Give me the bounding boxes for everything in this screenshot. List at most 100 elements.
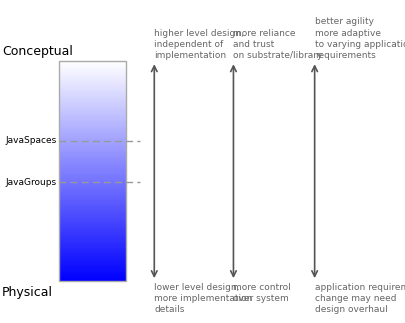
Bar <box>59 251 126 252</box>
Text: higher level design,
independent of
implementation: higher level design, independent of impl… <box>154 28 243 60</box>
Bar <box>59 210 126 211</box>
Bar <box>59 109 126 110</box>
Bar <box>59 164 126 165</box>
Bar <box>59 272 126 273</box>
Bar <box>59 257 126 258</box>
Bar <box>59 95 126 96</box>
Bar <box>59 152 126 153</box>
Bar <box>59 258 126 259</box>
Bar <box>59 113 126 114</box>
Bar <box>59 249 126 250</box>
Bar <box>59 188 126 189</box>
Bar <box>59 62 126 63</box>
Bar <box>59 135 126 136</box>
Bar <box>59 71 126 72</box>
Bar <box>59 150 126 151</box>
Bar <box>59 274 126 275</box>
Text: JavaGroups: JavaGroups <box>6 178 57 187</box>
Bar <box>59 178 126 179</box>
Bar <box>59 276 126 277</box>
Bar <box>59 123 126 124</box>
Bar <box>59 79 126 80</box>
Bar <box>59 201 126 202</box>
Text: Conceptual: Conceptual <box>2 45 73 58</box>
Bar <box>59 86 126 87</box>
Bar <box>59 233 126 234</box>
Bar <box>59 163 126 164</box>
Bar <box>59 102 126 103</box>
Bar <box>59 142 126 143</box>
Bar <box>59 237 126 238</box>
Bar <box>59 219 126 220</box>
Bar <box>59 170 126 171</box>
Bar <box>59 154 126 155</box>
Bar <box>59 76 126 77</box>
Bar <box>59 118 126 119</box>
Bar <box>59 110 126 111</box>
Bar <box>59 221 126 222</box>
Bar <box>59 215 126 216</box>
Bar <box>59 117 126 118</box>
Bar <box>59 91 126 92</box>
Bar <box>59 231 126 232</box>
Bar <box>59 242 126 243</box>
Bar <box>59 229 126 230</box>
Bar <box>59 97 126 98</box>
Bar <box>59 280 126 281</box>
Text: JavaSpaces: JavaSpaces <box>6 136 57 145</box>
Bar <box>59 80 126 81</box>
Bar <box>59 66 126 67</box>
Bar <box>59 182 126 183</box>
Bar <box>59 243 126 244</box>
Bar <box>59 277 126 278</box>
Bar <box>59 217 126 218</box>
Bar <box>59 63 126 64</box>
Bar <box>59 222 126 223</box>
Bar <box>59 162 126 163</box>
Bar <box>59 211 126 212</box>
Bar <box>59 254 126 255</box>
Bar <box>59 68 126 69</box>
Bar <box>59 140 126 141</box>
Bar <box>59 83 126 84</box>
Bar <box>59 159 126 160</box>
Bar <box>59 226 126 227</box>
Bar <box>59 169 126 170</box>
Bar <box>59 173 126 174</box>
Bar <box>59 193 126 194</box>
Bar <box>59 70 126 71</box>
Bar <box>59 132 126 133</box>
Bar <box>59 235 126 236</box>
Bar <box>59 225 126 226</box>
Bar <box>59 196 126 197</box>
Bar <box>59 248 126 249</box>
Bar <box>59 224 126 225</box>
Bar <box>59 244 126 245</box>
Bar <box>59 133 126 134</box>
Bar <box>59 137 126 138</box>
Bar <box>59 105 126 106</box>
Bar <box>59 270 126 271</box>
Text: Physical: Physical <box>2 286 53 299</box>
Bar <box>59 172 126 173</box>
Bar <box>59 183 126 184</box>
Bar <box>59 151 126 152</box>
Bar <box>59 214 126 215</box>
Bar <box>59 129 126 130</box>
Bar <box>59 143 126 144</box>
Bar <box>59 205 126 206</box>
Bar <box>59 101 126 102</box>
Bar <box>59 199 126 200</box>
Bar <box>59 255 126 256</box>
Bar <box>59 216 126 217</box>
Bar <box>59 166 126 167</box>
Bar <box>59 279 126 280</box>
Bar <box>59 208 126 209</box>
Bar <box>59 144 126 145</box>
Bar <box>59 111 126 112</box>
Bar <box>59 168 126 169</box>
Bar <box>59 212 126 213</box>
Bar <box>59 149 126 150</box>
Bar <box>59 148 126 149</box>
Bar <box>59 223 126 224</box>
